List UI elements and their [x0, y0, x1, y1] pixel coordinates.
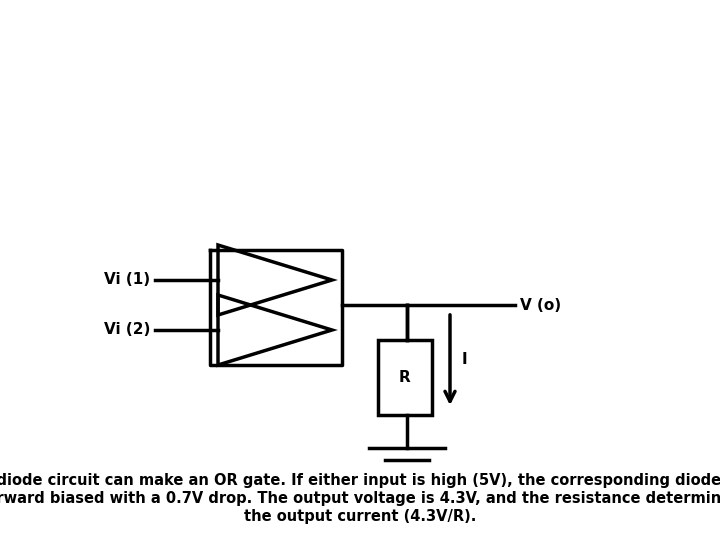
Text: I: I	[462, 353, 467, 368]
Text: A diode circuit can make an OR gate. If either input is high (5V), the correspon: A diode circuit can make an OR gate. If …	[0, 472, 720, 488]
Text: forward biased with a 0.7V drop. The output voltage is 4.3V, and the resistance : forward biased with a 0.7V drop. The out…	[0, 490, 720, 505]
Text: R: R	[399, 370, 411, 385]
Text: Vi (2): Vi (2)	[104, 322, 150, 338]
Text: Vi (1): Vi (1)	[104, 273, 150, 287]
Text: the output current (4.3V/R).: the output current (4.3V/R).	[244, 509, 476, 523]
Bar	[378, 340, 432, 415]
Text: V (o): V (o)	[520, 298, 561, 313]
